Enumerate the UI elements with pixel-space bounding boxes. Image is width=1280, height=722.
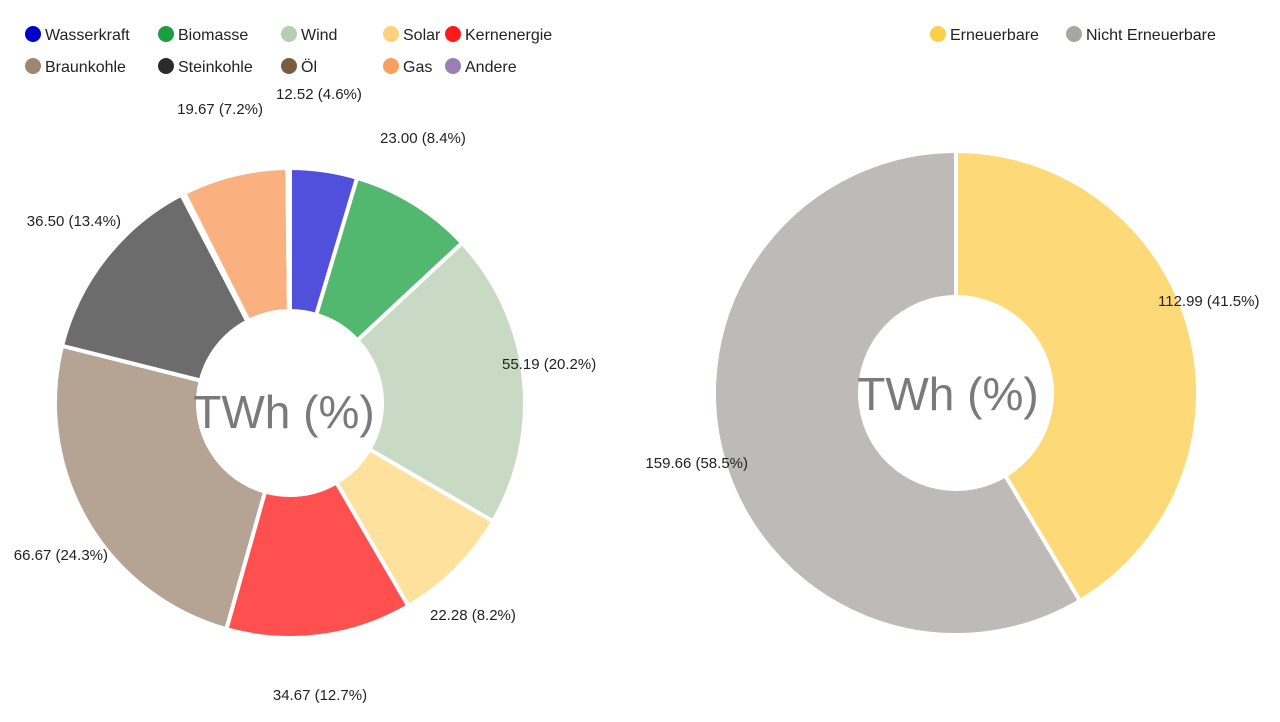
- legend-label-solar: Solar: [403, 27, 441, 44]
- legend-marker-wasserkraft: [25, 26, 41, 42]
- slice-wind: [355, 240, 527, 524]
- legend-label-braunkohle: Braunkohle: [45, 59, 126, 76]
- data-label-gas: 19.67 (7.2%): [177, 101, 263, 118]
- legend-marker-erneuerbare: [930, 26, 946, 42]
- legend: Wasserkraft Biomasse Wind Solar Kernenergie B…: [25, 26, 552, 76]
- slice-andere: [285, 166, 292, 314]
- donut-chart-2: Erneuerbare Nicht Erneuerbare 112.99 (41.5…: [645, 26, 1259, 637]
- data-label-wind: 55.19 (20.2%): [502, 356, 596, 373]
- data-label-erneuerbare: 112.99 (41.5%): [1158, 293, 1259, 310]
- legend-label-gas: Gas: [403, 59, 432, 76]
- legend-label-andere: Andere: [465, 59, 517, 76]
- slice-kernenergie: [224, 480, 411, 640]
- legend-label-oel: Öl: [301, 58, 317, 76]
- legend-marker-braunkohle: [25, 58, 41, 74]
- legend-marker-nicht-erneuerbare: [1066, 26, 1082, 42]
- legend-marker-oel: [281, 58, 297, 74]
- legend-marker-gas: [383, 58, 399, 74]
- legend-marker-wind: [281, 26, 297, 42]
- legend-marker-steinkohle: [158, 58, 174, 74]
- legend-label-wasserkraft: Wasserkraft: [45, 27, 130, 44]
- legend-marker-solar: [383, 26, 399, 42]
- legend-label-erneuerbare: Erneuerbare: [950, 27, 1039, 44]
- data-label-braunkohle: 66.67 (24.3%): [14, 547, 108, 564]
- legend-label-kernenergie: Kernenergie: [465, 27, 552, 44]
- legend-marker-andere: [445, 58, 461, 74]
- slice-nicht-erneuerbare: [712, 149, 1082, 637]
- donut-chart-1: Wasserkraft Biomasse Wind Solar Kernenergie B…: [14, 26, 596, 704]
- slice-braunkohle: [53, 343, 268, 632]
- legend-label-wind: Wind: [301, 27, 337, 44]
- legend: Erneuerbare Nicht Erneuerbare: [930, 26, 1216, 44]
- legend-marker-biomasse: [158, 26, 174, 42]
- center-label: TWh (%): [193, 386, 374, 438]
- data-label-wasserkraft: 12.52 (4.6%): [276, 86, 362, 103]
- data-label-biomasse: 23.00 (8.4%): [380, 130, 466, 147]
- data-label-kernenergie: 34.67 (12.7%): [273, 687, 367, 704]
- data-label-solar: 22.28 (8.2%): [430, 607, 516, 624]
- data-label-steinkohle: 36.50 (13.4%): [27, 213, 121, 230]
- slice-steinkohle: [60, 192, 250, 383]
- center-label: TWh (%): [857, 368, 1038, 420]
- legend-label-nicht-erneuerbare: Nicht Erneuerbare: [1086, 27, 1216, 44]
- legend-label-biomasse: Biomasse: [178, 27, 248, 44]
- data-label-nicht-erneuerbare: 159.66 (58.5%): [645, 455, 748, 472]
- legend-marker-kernenergie: [445, 26, 461, 42]
- slice-erneuerbare: [954, 149, 1200, 603]
- legend-label-steinkohle: Steinkohle: [178, 59, 253, 76]
